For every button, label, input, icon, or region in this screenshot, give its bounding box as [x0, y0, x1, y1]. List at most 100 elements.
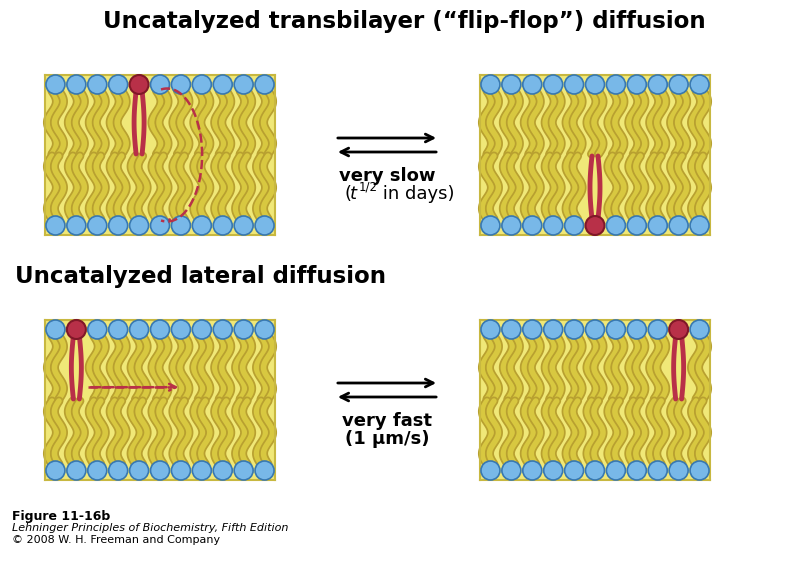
Circle shape — [88, 216, 107, 235]
Circle shape — [627, 461, 646, 480]
Circle shape — [648, 75, 667, 94]
Circle shape — [46, 461, 65, 480]
Circle shape — [213, 216, 232, 235]
Text: t: t — [350, 185, 357, 203]
Circle shape — [669, 461, 688, 480]
Circle shape — [46, 216, 65, 235]
Circle shape — [88, 75, 107, 94]
Circle shape — [150, 320, 170, 339]
Circle shape — [171, 216, 191, 235]
Circle shape — [544, 461, 562, 480]
Circle shape — [627, 75, 646, 94]
Circle shape — [213, 75, 232, 94]
Circle shape — [234, 320, 253, 339]
Circle shape — [627, 320, 646, 339]
Circle shape — [67, 216, 86, 235]
Text: 1/2: 1/2 — [359, 181, 378, 194]
Bar — [45, 320, 275, 480]
Circle shape — [648, 320, 667, 339]
Circle shape — [669, 320, 688, 339]
Text: very slow: very slow — [339, 167, 436, 185]
Circle shape — [586, 216, 604, 235]
Circle shape — [502, 216, 521, 235]
Circle shape — [192, 320, 212, 339]
Text: in days): in days) — [377, 185, 454, 203]
Bar — [45, 75, 275, 235]
Circle shape — [109, 216, 128, 235]
Circle shape — [669, 216, 688, 235]
Circle shape — [67, 320, 86, 339]
Circle shape — [129, 320, 149, 339]
Text: Lehninger Principles of Biochemistry, Fifth Edition: Lehninger Principles of Biochemistry, Fi… — [12, 523, 288, 533]
Circle shape — [586, 461, 604, 480]
Circle shape — [46, 320, 65, 339]
Circle shape — [255, 320, 274, 339]
Circle shape — [481, 216, 500, 235]
Circle shape — [88, 461, 107, 480]
Circle shape — [192, 75, 212, 94]
Circle shape — [607, 461, 625, 480]
Circle shape — [586, 320, 604, 339]
Bar — [480, 320, 710, 480]
Circle shape — [627, 216, 646, 235]
Circle shape — [607, 75, 625, 94]
Circle shape — [523, 216, 542, 235]
Circle shape — [150, 216, 170, 235]
Text: (1 μm/s): (1 μm/s) — [345, 430, 429, 448]
Circle shape — [46, 75, 65, 94]
Circle shape — [192, 216, 212, 235]
Circle shape — [690, 461, 709, 480]
Circle shape — [67, 75, 86, 94]
Circle shape — [481, 75, 500, 94]
Circle shape — [502, 75, 521, 94]
Circle shape — [502, 320, 521, 339]
Circle shape — [607, 320, 625, 339]
Circle shape — [213, 461, 232, 480]
Circle shape — [523, 75, 542, 94]
Circle shape — [544, 320, 562, 339]
Circle shape — [690, 216, 709, 235]
Circle shape — [565, 75, 583, 94]
Circle shape — [150, 461, 170, 480]
Circle shape — [129, 461, 149, 480]
Circle shape — [648, 216, 667, 235]
Circle shape — [544, 216, 562, 235]
Circle shape — [669, 75, 688, 94]
Circle shape — [234, 461, 253, 480]
Circle shape — [109, 320, 128, 339]
Text: Uncatalyzed lateral diffusion: Uncatalyzed lateral diffusion — [15, 265, 386, 288]
Circle shape — [523, 461, 542, 480]
Circle shape — [67, 461, 86, 480]
Text: very fast: very fast — [342, 412, 432, 430]
Circle shape — [481, 320, 500, 339]
Circle shape — [255, 216, 274, 235]
Circle shape — [648, 461, 667, 480]
Circle shape — [150, 75, 170, 94]
Circle shape — [171, 320, 191, 339]
Circle shape — [129, 75, 149, 94]
Text: (: ( — [345, 185, 352, 203]
Circle shape — [129, 216, 149, 235]
Circle shape — [234, 216, 253, 235]
Circle shape — [109, 75, 128, 94]
Text: Uncatalyzed transbilayer (“flip-flop”) diffusion: Uncatalyzed transbilayer (“flip-flop”) d… — [103, 10, 705, 33]
Circle shape — [192, 461, 212, 480]
Circle shape — [502, 461, 521, 480]
Circle shape — [88, 320, 107, 339]
Circle shape — [565, 320, 583, 339]
Circle shape — [690, 75, 709, 94]
Bar — [480, 75, 710, 235]
Circle shape — [565, 216, 583, 235]
Text: Figure 11-16b: Figure 11-16b — [12, 510, 110, 523]
Circle shape — [255, 461, 274, 480]
Circle shape — [523, 320, 542, 339]
Circle shape — [544, 75, 562, 94]
Text: © 2008 W. H. Freeman and Company: © 2008 W. H. Freeman and Company — [12, 535, 220, 545]
Circle shape — [234, 75, 253, 94]
Circle shape — [255, 75, 274, 94]
Circle shape — [171, 461, 191, 480]
Circle shape — [213, 320, 232, 339]
Circle shape — [586, 75, 604, 94]
Circle shape — [565, 461, 583, 480]
Circle shape — [109, 461, 128, 480]
